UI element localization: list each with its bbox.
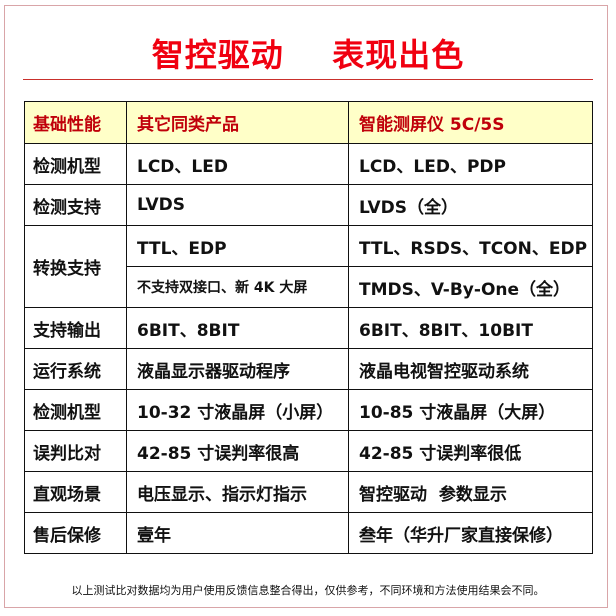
table-row: 转换支持 TTL、EDP TTL、RSDS、TCON、EDP xyxy=(24,225,593,308)
feature-cell: 转换支持 xyxy=(24,225,127,308)
comparison-table: 基础性能 其它同类产品 智能测屏仪 5C/5S 检测机型 LCD、LED LCD… xyxy=(24,101,593,554)
ours-cell: 42-85 寸误判率很低 xyxy=(348,430,593,472)
feature-cell: 直观场景 xyxy=(24,471,127,513)
table-row: 售后保修 壹年 叁年（华升厂家直接保修） xyxy=(24,512,593,554)
feature-cell: 误判比对 xyxy=(24,430,127,472)
other-cell: 液晶显示器驱动程序 xyxy=(126,348,349,390)
feature-cell: 检测支持 xyxy=(24,184,127,226)
other-cell: 42-85 寸误判率很高 xyxy=(126,430,349,472)
header-our-product: 智能测屏仪 5C/5S xyxy=(348,101,593,144)
feature-cell: 检测机型 xyxy=(24,143,127,185)
other-cell: 不支持双接口、新 4K 大屏 xyxy=(126,266,349,308)
disclaimer-note: 以上测试比对数据均为用户使用反馈信息整合得出，仅供参考，不同环境和方法使用结果会… xyxy=(71,584,545,597)
table-row: 检测支持 LVDS LVDS（全） xyxy=(24,184,593,226)
ours-cell: TMDS、V-By-One（全） xyxy=(348,266,593,308)
ours-cell: 10-85 寸液晶屏（大屏） xyxy=(348,389,593,431)
table-row: 检测机型 10-32 寸液晶屏（小屏） 10-85 寸液晶屏（大屏） xyxy=(24,389,593,431)
table-row: 支持输出 6BIT、8BIT 6BIT、8BIT、10BIT xyxy=(24,307,593,349)
other-cell: 电压显示、指示灯指示 xyxy=(126,471,349,513)
ours-cell: LVDS（全） xyxy=(348,184,593,226)
table-header-row: 基础性能 其它同类产品 智能测屏仪 5C/5S xyxy=(24,101,593,144)
ours-cell: 叁年（华升厂家直接保修） xyxy=(348,512,593,554)
ours-cell: 智控驱动 参数显示 xyxy=(348,471,593,513)
table-row: 运行系统 液晶显示器驱动程序 液晶电视智控驱动系统 xyxy=(24,348,593,390)
other-cell: TTL、EDP xyxy=(126,225,349,267)
feature-cell: 售后保修 xyxy=(24,512,127,554)
other-cell: 6BIT、8BIT xyxy=(126,307,349,349)
table-row: 不支持双接口、新 4K 大屏 TMDS、V-By-One（全） xyxy=(25,266,593,308)
other-cell: 壹年 xyxy=(126,512,349,554)
table-row: 直观场景 电压显示、指示灯指示 智控驱动 参数显示 xyxy=(24,471,593,513)
table-row: 检测机型 LCD、LED LCD、LED、PDP xyxy=(24,143,593,185)
feature-cell: 运行系统 xyxy=(24,348,127,390)
other-cell: LVDS xyxy=(126,184,349,226)
image-frame xyxy=(4,5,608,608)
other-cell: 10-32 寸液晶屏（小屏） xyxy=(126,389,349,431)
ours-cell: TTL、RSDS、TCON、EDP xyxy=(348,225,593,267)
header-other-products: 其它同类产品 xyxy=(126,101,349,144)
title-divider xyxy=(23,79,593,80)
header-feature: 基础性能 xyxy=(24,101,127,144)
other-cell: LCD、LED xyxy=(126,143,349,185)
ours-cell: 6BIT、8BIT、10BIT xyxy=(348,307,593,349)
ours-cell: 液晶电视智控驱动系统 xyxy=(348,348,593,390)
feature-cell: 检测机型 xyxy=(24,389,127,431)
table-row: 误判比对 42-85 寸误判率很高 42-85 寸误判率很低 xyxy=(24,430,593,472)
ours-cell: LCD、LED、PDP xyxy=(348,143,593,185)
feature-cell: 支持输出 xyxy=(24,307,127,349)
page-title: 智控驱动 表现出色 xyxy=(151,36,465,74)
